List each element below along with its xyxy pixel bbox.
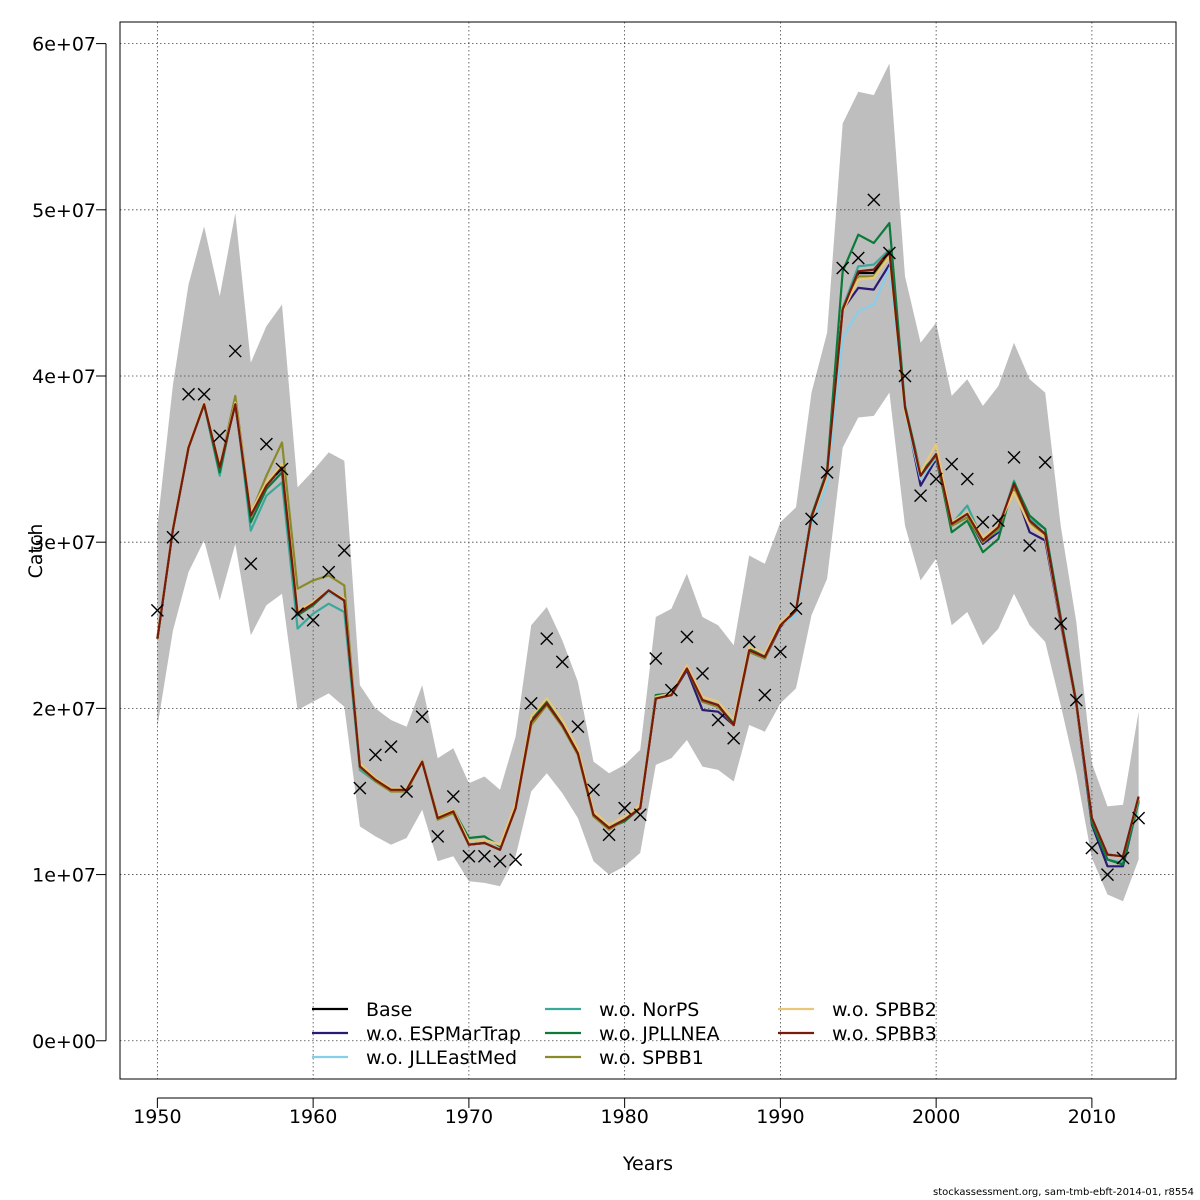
- legend-label: w.o. NorPS: [599, 999, 699, 1021]
- legend-label: w.o. ESPMarTrap: [366, 1023, 521, 1045]
- plot-frame: [119, 21, 1177, 1080]
- observed-point: [446, 789, 460, 803]
- observed-point: [820, 465, 834, 479]
- observed-point: [649, 652, 663, 666]
- observed-point: [400, 784, 414, 798]
- observed-point: [1023, 539, 1037, 553]
- observed-point: [493, 854, 507, 868]
- observed-point: [851, 251, 865, 265]
- observed-point: [882, 246, 896, 260]
- confidence-band: [157, 63, 1139, 902]
- observed-point: [1100, 868, 1114, 882]
- observed-point: [540, 632, 554, 646]
- observed-point: [1085, 841, 1099, 855]
- observed-point: [275, 462, 289, 476]
- y-tick-label: 3e+07: [32, 532, 96, 554]
- observed-point: [1132, 811, 1146, 825]
- x-tick-label: 1950: [133, 1106, 181, 1128]
- legend-label: w.o. SPBB2: [832, 999, 937, 1021]
- x-axis-title: Years: [622, 1153, 673, 1175]
- observed-point: [945, 457, 959, 471]
- observed-point: [618, 801, 632, 815]
- observed-point: [742, 635, 756, 649]
- legend-label: w.o. SPBB1: [599, 1047, 704, 1069]
- observed-point: [1038, 455, 1052, 469]
- observed-point: [664, 683, 678, 697]
- observed-point: [150, 603, 164, 617]
- observed-point: [898, 369, 912, 383]
- observed-point: [555, 655, 569, 669]
- x-tick-label: 1970: [445, 1106, 493, 1128]
- observed-point: [1116, 851, 1130, 865]
- observed-point: [166, 530, 180, 544]
- legend-label: w.o. SPBB3: [832, 1023, 937, 1045]
- y-tick-label: 0e+00: [32, 1031, 96, 1053]
- axis-layer: 1950 1960 1970 1980 1990 2000 2010 0e+00 1e+07 2e…: [32, 34, 1116, 1128]
- observed-point: [337, 544, 351, 557]
- observed-point: [789, 602, 803, 616]
- x-tick-label: 1980: [600, 1106, 648, 1128]
- observed-points-layer: [150, 193, 1146, 882]
- observed-point: [680, 630, 694, 644]
- series-line-w-o-spbb3: [156, 250, 1140, 858]
- observed-point: [524, 696, 538, 710]
- y-tick-label: 6e+07: [32, 34, 96, 56]
- footer-credit: stockassessment.org, sam-tmb-ebft-2014-0…: [933, 1187, 1194, 1198]
- observed-point: [322, 565, 336, 579]
- observed-point: [213, 429, 227, 443]
- x-tick-label: 2010: [1068, 1106, 1116, 1128]
- observed-point: [991, 514, 1005, 528]
- legend-label: w.o. JLLEastMed: [366, 1047, 517, 1069]
- observed-point: [758, 688, 772, 702]
- observed-point: [462, 849, 476, 863]
- observed-point: [259, 437, 273, 451]
- y-tick-label: 4e+07: [32, 366, 96, 388]
- x-tick-label: 2000: [912, 1106, 960, 1128]
- observed-point: [1069, 693, 1083, 707]
- observed-point: [182, 387, 196, 401]
- observed-point: [571, 720, 585, 734]
- observed-point: [353, 781, 367, 795]
- observed-point: [929, 472, 943, 486]
- y-tick-label: 1e+07: [32, 865, 96, 887]
- observed-point: [586, 783, 600, 797]
- x-tick-label: 1990: [756, 1106, 804, 1128]
- observed-point: [727, 731, 741, 745]
- observed-point: [415, 710, 429, 724]
- x-tick-label: 1960: [289, 1106, 337, 1128]
- legend-label: w.o. JPLLNEA: [599, 1023, 720, 1045]
- observed-point: [291, 607, 305, 621]
- observed-point: [1054, 617, 1068, 631]
- observed-point: [477, 849, 491, 863]
- legend-label: Base: [366, 999, 412, 1021]
- observed-point: [1007, 450, 1021, 464]
- observed-point: [960, 472, 974, 486]
- confidence-band-layer: [157, 63, 1139, 902]
- observed-point: [696, 666, 710, 680]
- observed-point: [836, 261, 850, 275]
- observed-point: [633, 808, 647, 822]
- observed-point: [914, 489, 928, 503]
- observed-point: [976, 515, 990, 529]
- observed-point: [867, 193, 881, 207]
- observed-point: [773, 645, 787, 659]
- observed-point: [711, 713, 725, 727]
- series-layer: [156, 222, 1140, 868]
- observed-point: [306, 613, 320, 627]
- observed-point: [197, 387, 211, 401]
- grid-layer: [120, 22, 1176, 1079]
- observed-point: [384, 740, 398, 754]
- y-tick-label: 5e+07: [32, 200, 96, 222]
- y-tick-label: 2e+07: [32, 698, 96, 720]
- observed-point: [431, 829, 445, 843]
- observed-point: [805, 512, 819, 526]
- observed-point: [244, 557, 258, 571]
- observed-point: [509, 853, 523, 867]
- observed-point: [368, 748, 382, 762]
- observed-point: [602, 828, 616, 842]
- observed-point: [228, 344, 242, 358]
- y-axis-title: Catch: [25, 524, 47, 579]
